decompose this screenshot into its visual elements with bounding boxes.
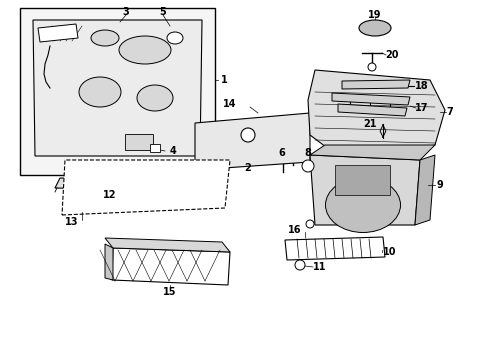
Bar	[20, 8, 215, 175]
Polygon shape	[33, 20, 202, 156]
Circle shape	[367, 63, 375, 71]
Ellipse shape	[167, 32, 183, 44]
Polygon shape	[337, 104, 406, 116]
Text: 19: 19	[367, 10, 381, 20]
Circle shape	[294, 260, 305, 270]
Text: 16: 16	[287, 225, 301, 235]
Ellipse shape	[358, 20, 390, 36]
Text: 18: 18	[414, 81, 428, 91]
Polygon shape	[55, 178, 160, 190]
Polygon shape	[307, 70, 444, 155]
Text: 5: 5	[159, 7, 166, 17]
Text: 11: 11	[313, 262, 326, 272]
Text: 14: 14	[223, 99, 236, 109]
Bar	[334, 165, 389, 195]
Ellipse shape	[137, 85, 173, 111]
Polygon shape	[38, 24, 78, 42]
Polygon shape	[195, 113, 309, 170]
Circle shape	[241, 128, 254, 142]
Text: 15: 15	[163, 287, 176, 297]
Polygon shape	[112, 248, 229, 285]
Text: 13: 13	[65, 217, 79, 227]
Circle shape	[302, 160, 313, 172]
Text: 17: 17	[414, 103, 428, 113]
Text: 21: 21	[363, 119, 376, 129]
Bar	[125, 134, 153, 150]
Text: 20: 20	[385, 50, 398, 60]
Polygon shape	[309, 155, 419, 225]
Text: 9: 9	[436, 180, 443, 190]
Polygon shape	[309, 145, 434, 160]
Polygon shape	[285, 237, 384, 260]
Circle shape	[305, 220, 313, 228]
Text: 12: 12	[103, 190, 117, 200]
Polygon shape	[331, 93, 409, 105]
Polygon shape	[341, 80, 409, 89]
Bar	[150, 144, 160, 152]
Polygon shape	[105, 238, 229, 252]
Polygon shape	[105, 244, 113, 280]
Text: 6: 6	[278, 148, 285, 158]
Ellipse shape	[79, 77, 121, 107]
Text: 3: 3	[122, 7, 129, 17]
Polygon shape	[62, 160, 229, 215]
Ellipse shape	[91, 30, 119, 46]
Text: 4: 4	[169, 146, 176, 156]
Text: 8: 8	[304, 148, 311, 158]
Polygon shape	[414, 155, 434, 225]
Text: 10: 10	[383, 247, 396, 257]
Text: 2: 2	[244, 163, 251, 173]
Text: 7: 7	[446, 107, 452, 117]
Text: 1: 1	[220, 75, 227, 85]
Ellipse shape	[325, 177, 400, 233]
Ellipse shape	[119, 36, 171, 64]
